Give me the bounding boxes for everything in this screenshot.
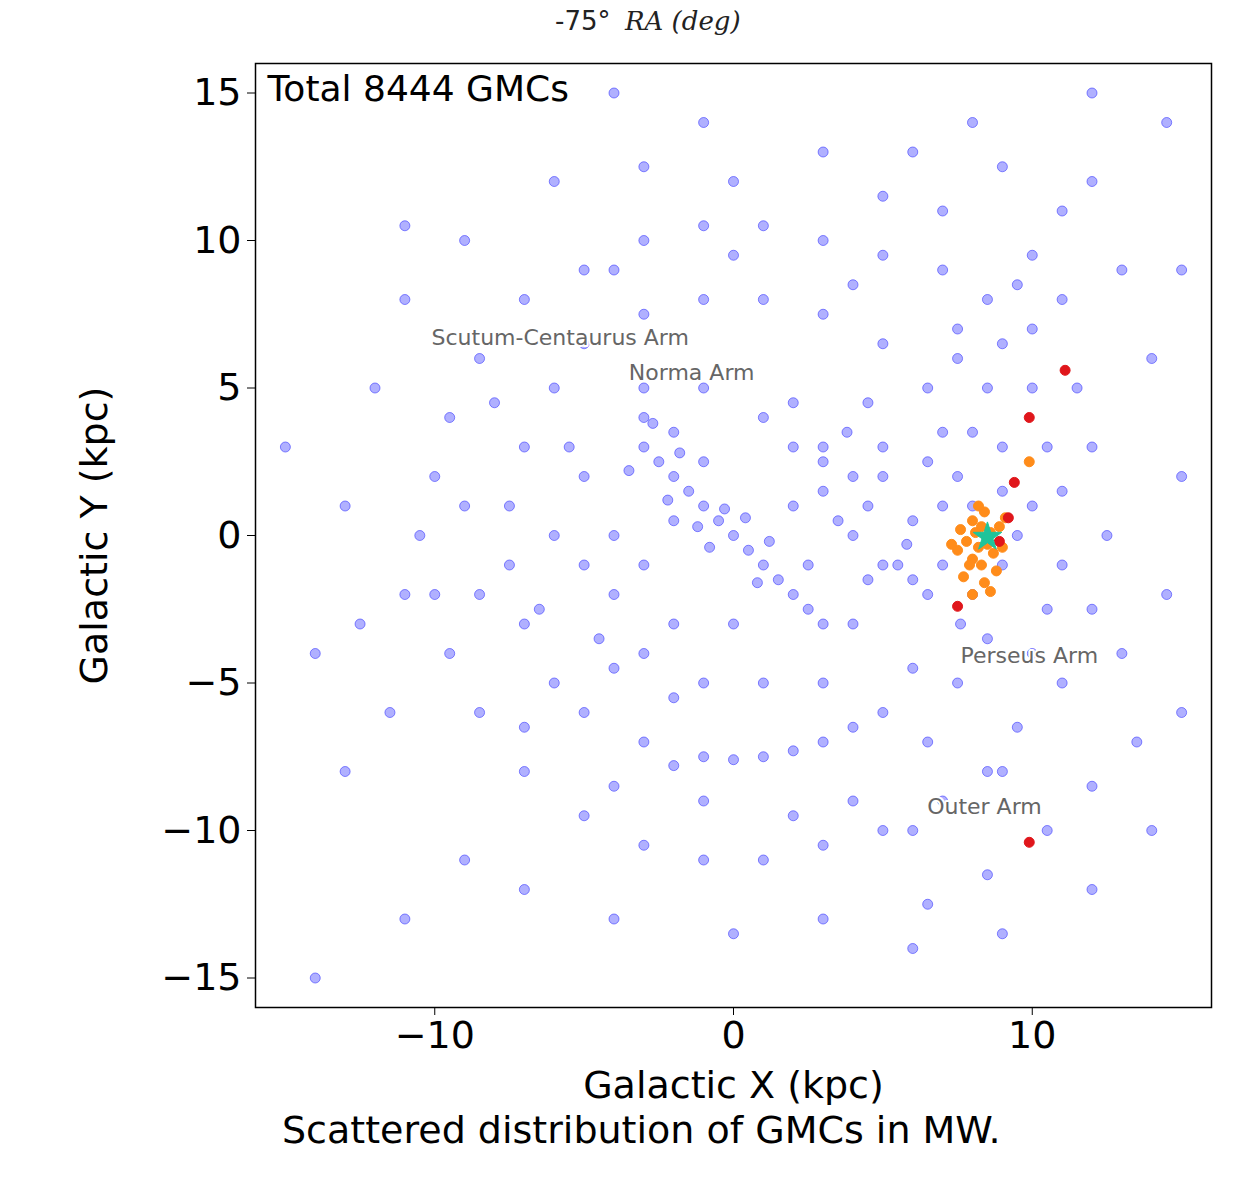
- svg-text:0: 0: [217, 513, 241, 557]
- html-text:-75°: -75°: [555, 6, 611, 36]
- svg-text:Galactic Y (kpc): Galactic Y (kpc): [72, 387, 116, 685]
- svg-text:Norma Arm: Norma Arm: [629, 360, 755, 385]
- svg-text:−5: −5: [185, 660, 241, 704]
- svg-text:Outer Arm: Outer Arm: [927, 794, 1042, 819]
- svg-text:10: 10: [1008, 1013, 1056, 1057]
- svg-text:10: 10: [193, 218, 241, 262]
- svg-text:Total 8444 GMCs: Total 8444 GMCs: [267, 68, 569, 109]
- svg-text:Perseus Arm: Perseus Arm: [960, 643, 1098, 668]
- svg-text:−15: −15: [161, 955, 241, 999]
- svg-text:15: 15: [193, 70, 241, 114]
- html-text:RA (deg): RA (deg): [625, 6, 741, 36]
- svg-text:0: 0: [721, 1013, 745, 1057]
- svg-text:−10: −10: [161, 808, 241, 852]
- svg-text:5: 5: [217, 365, 241, 409]
- svg-text:Scutum-Centaurus Arm: Scutum-Centaurus Arm: [432, 325, 689, 350]
- svg-text:Galactic X (kpc): Galactic X (kpc): [583, 1063, 884, 1106]
- svg-text:−10: −10: [395, 1013, 475, 1057]
- html-text:Scattered distribution of GMCs: Scattered distribution of GMCs in MW.: [282, 1108, 1001, 1152]
